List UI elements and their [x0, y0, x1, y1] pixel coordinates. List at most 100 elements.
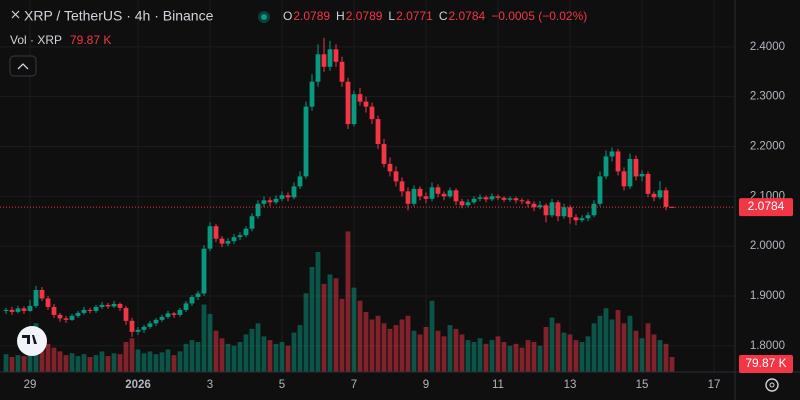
candle-body — [177, 309, 183, 315]
candle-body — [411, 188, 417, 204]
y-tick-label: 1.9000 — [750, 290, 785, 302]
candle-body — [39, 289, 45, 299]
y-tick-label: 2.2000 — [750, 141, 785, 153]
volume-bar — [603, 308, 609, 372]
candle-body — [225, 241, 231, 244]
x-tick-label: 15 — [636, 379, 649, 391]
status-dot — [261, 14, 267, 20]
candle-body — [213, 226, 219, 239]
candle-body — [429, 187, 435, 199]
volume-bar — [453, 328, 459, 372]
volume-bar — [579, 342, 585, 372]
candle-body — [261, 200, 267, 204]
last-price-tag — [739, 198, 793, 217]
volume-bar — [219, 338, 225, 372]
volume-bar — [519, 347, 525, 372]
volume-bar — [555, 323, 561, 372]
candle-body — [321, 54, 327, 67]
collapse-button[interactable] — [9, 55, 37, 77]
volume-bar — [483, 343, 489, 372]
y-tick-label: 2.0000 — [750, 240, 785, 252]
volume-bar — [303, 293, 309, 372]
settings-icon[interactable] — [765, 378, 779, 392]
candle-body — [219, 238, 225, 244]
volume-bar — [135, 349, 141, 372]
volume-bar — [627, 315, 633, 372]
volume-bar — [501, 342, 507, 372]
y-tick-label: 1.8000 — [750, 340, 785, 352]
volume-bar — [585, 336, 591, 372]
candle-body — [207, 226, 213, 249]
collapse-icon[interactable] — [11, 10, 20, 19]
gear[interactable] — [765, 378, 779, 392]
volume-bar — [507, 345, 513, 372]
candle-body — [81, 309, 87, 313]
candle-body — [465, 202, 471, 206]
candle-body — [555, 202, 561, 217]
volume-bar — [93, 355, 99, 372]
candle-body — [351, 94, 357, 125]
logo-circle — [17, 326, 47, 356]
candle-body — [315, 54, 321, 82]
x-tick-label: 3 — [207, 379, 213, 391]
volume-bar — [429, 300, 435, 372]
candle-body — [135, 329, 141, 332]
candle-body — [87, 309, 93, 311]
volume-bar — [45, 343, 51, 372]
volume-bar — [195, 342, 201, 372]
volume-bar — [249, 328, 255, 372]
volume-bar — [159, 352, 165, 372]
candle-body — [357, 94, 363, 102]
candle-body — [303, 106, 309, 177]
candle-body — [45, 298, 51, 307]
volume-bar — [369, 319, 375, 372]
volume-bar — [615, 310, 621, 372]
header: XRP / TetherUS · 4h · Binance O 2.0789 H 2.… — [9, 8, 587, 77]
volume-bar — [459, 334, 465, 372]
volume-bar — [129, 338, 135, 372]
candle-body — [369, 106, 375, 120]
ohlc-value: 2.0789 — [293, 9, 330, 23]
candle-body — [69, 315, 75, 320]
candle-body — [519, 200, 525, 202]
volume-bar — [147, 351, 153, 372]
volume-bar — [567, 334, 573, 372]
volume-bar — [657, 340, 663, 372]
candle-body — [243, 228, 249, 236]
candle-body — [339, 61, 345, 82]
volume-bar — [375, 315, 381, 372]
volume-bar — [177, 351, 183, 372]
x-tick-label: 7 — [351, 379, 357, 391]
volume-bar — [423, 327, 429, 372]
price-change: −0.0005 (−0.02%) — [491, 9, 587, 23]
volume-bar — [417, 334, 423, 372]
volume-bar — [183, 343, 189, 372]
candle-body — [57, 314, 63, 319]
volume-bar — [255, 323, 261, 372]
x-tick-label: 13 — [564, 379, 577, 391]
volume-bar — [669, 357, 675, 372]
candle-body — [603, 156, 609, 177]
candle-body — [561, 207, 567, 217]
volume-bar — [441, 336, 447, 372]
volume-bar — [153, 354, 159, 372]
candle-body — [501, 197, 507, 200]
candle-body — [111, 303, 117, 307]
volume-bar — [591, 323, 597, 372]
candle-body — [255, 203, 261, 217]
volume-bar — [495, 336, 501, 372]
candle-body — [531, 203, 537, 208]
collapse-arrow — [17, 63, 29, 70]
ohlc-value: 2.0789 — [346, 9, 383, 23]
volume-bar — [633, 330, 639, 372]
candle-body — [51, 306, 57, 315]
candle-body — [375, 119, 381, 144]
volume-bar — [597, 315, 603, 372]
volume-tag-label: 79.87 K — [745, 356, 786, 370]
candle-body — [381, 143, 387, 164]
candle-body — [297, 176, 303, 187]
volume-bar — [339, 298, 345, 372]
volume-bar — [123, 342, 129, 372]
volume-bar — [327, 274, 333, 372]
